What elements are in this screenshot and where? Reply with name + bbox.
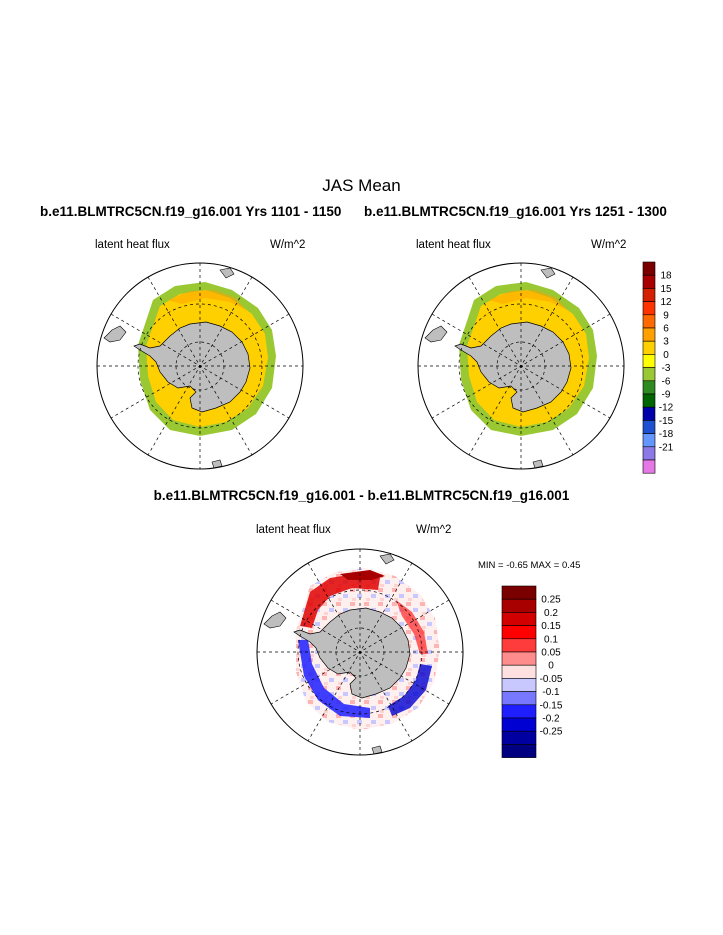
colorbar-main-swatch [642, 367, 656, 382]
colorbar-diff-swatch [501, 598, 537, 613]
colorbar-diff: 0.25 0.2 0.15 0.1 0.05 0 -0.05 -0.1 -0.15 -0.2 -0.… [501, 585, 563, 758]
colorbar-diff-tick-label: 0 [548, 661, 554, 672]
colorbar-main-swatch [642, 274, 656, 289]
colorbar-main-tick-label: 3 [663, 337, 669, 348]
colorbar-main-swatch [642, 446, 656, 461]
colorbar-main-swatch [642, 406, 656, 421]
colorbar-diff-tick-label: -0.05 [540, 674, 563, 685]
colorbar-main-swatch [642, 340, 656, 355]
colorbar-main-swatch [642, 301, 656, 316]
units-label-left: W/m^2 [270, 239, 306, 251]
colorbar-diff-tick-label: 0.1 [544, 634, 558, 645]
colorbar-diff-tick-label: -0.15 [540, 700, 563, 711]
colorbar-main-tick-label: -18 [659, 429, 674, 440]
colorbar-main-swatch [642, 380, 656, 395]
colorbar-diff-swatch [501, 744, 537, 758]
polar-map-diff [256, 548, 464, 756]
colorbar-main-swatch [642, 354, 656, 368]
polar-map-right [417, 262, 625, 470]
colorbar-diff-swatch [501, 717, 537, 732]
colorbar-diff-tick-label: -0.25 [540, 727, 563, 738]
colorbar-diff-tick-label: 0.05 [541, 648, 561, 659]
colorbar-diff-tick-label: 0.25 [541, 595, 561, 606]
colorbar-diff-tick-label: 0.15 [541, 621, 561, 632]
colorbar-main-tick-label: 15 [660, 284, 672, 295]
colorbar-main-swatch [642, 314, 656, 329]
colorbar-main: 18 15 12 9 6 3 0 -3 -6 -9 -12 -15 -18 -21 [642, 261, 674, 474]
diff-title: b.e11.BLMTRC5CN.f19_g16.001 - b.e11.BLMT… [153, 488, 570, 503]
colorbar-main-tick-label: 12 [660, 297, 672, 308]
colorbar-main-swatch [642, 327, 656, 342]
colorbar-main-tick-label: -6 [662, 376, 671, 387]
colorbar-diff-swatch [501, 704, 537, 719]
colorbar-diff-swatch [501, 625, 537, 640]
colorbar-main-tick-label: -12 [659, 403, 674, 414]
case-title-left: b.e11.BLMTRC5CN.f19_g16.001 Yrs 1101 - 1… [40, 204, 342, 219]
colorbar-main-tick-label: -15 [659, 416, 674, 427]
colorbar-diff-swatch [501, 664, 537, 679]
colorbar-main-swatch [642, 420, 656, 434]
colorbar-main-swatch [642, 459, 656, 474]
colorbar-main-tick-label: 18 [660, 271, 672, 282]
colorbar-diff-swatch [501, 691, 537, 706]
units-label-right: W/m^2 [591, 239, 627, 251]
variable-label-diff: latent heat flux [256, 524, 331, 536]
colorbar-main-swatch [642, 433, 656, 448]
colorbar-main-tick-label: -9 [662, 390, 671, 401]
variable-label-right: latent heat flux [416, 239, 491, 251]
colorbar-diff-swatch [501, 730, 537, 745]
colorbar-diff-tick-label: 0.2 [544, 608, 558, 619]
colorbar-main-tick-label: -3 [662, 363, 671, 374]
colorbar-main-swatch [642, 261, 656, 276]
colorbar-main-swatch [642, 393, 656, 408]
colorbar-main-tick-label: 9 [663, 310, 669, 321]
colorbar-diff-tick-label: -0.2 [542, 714, 560, 725]
variable-label-left: latent heat flux [95, 239, 170, 251]
main-title: JAS Mean [322, 176, 401, 195]
colorbar-main-tick-label: -21 [659, 442, 674, 453]
colorbar-diff-tick-label: -0.1 [542, 687, 560, 698]
colorbar-diff-swatch [501, 612, 537, 626]
colorbar-main-swatch [642, 288, 656, 302]
units-label-diff: W/m^2 [416, 524, 452, 536]
colorbar-main-tick-label: 6 [663, 324, 669, 335]
polar-map-left [96, 262, 304, 470]
diff-stats: MIN = -0.65 MAX = 0.45 [478, 560, 581, 571]
colorbar-diff-swatch [501, 651, 537, 666]
colorbar-diff-swatch [501, 638, 537, 653]
colorbar-main-tick-label: 0 [663, 350, 669, 361]
colorbar-diff-swatch [501, 678, 537, 692]
colorbar-diff-swatch [501, 585, 537, 600]
case-title-right: b.e11.BLMTRC5CN.f19_g16.001 Yrs 1251 - 1… [364, 204, 667, 219]
